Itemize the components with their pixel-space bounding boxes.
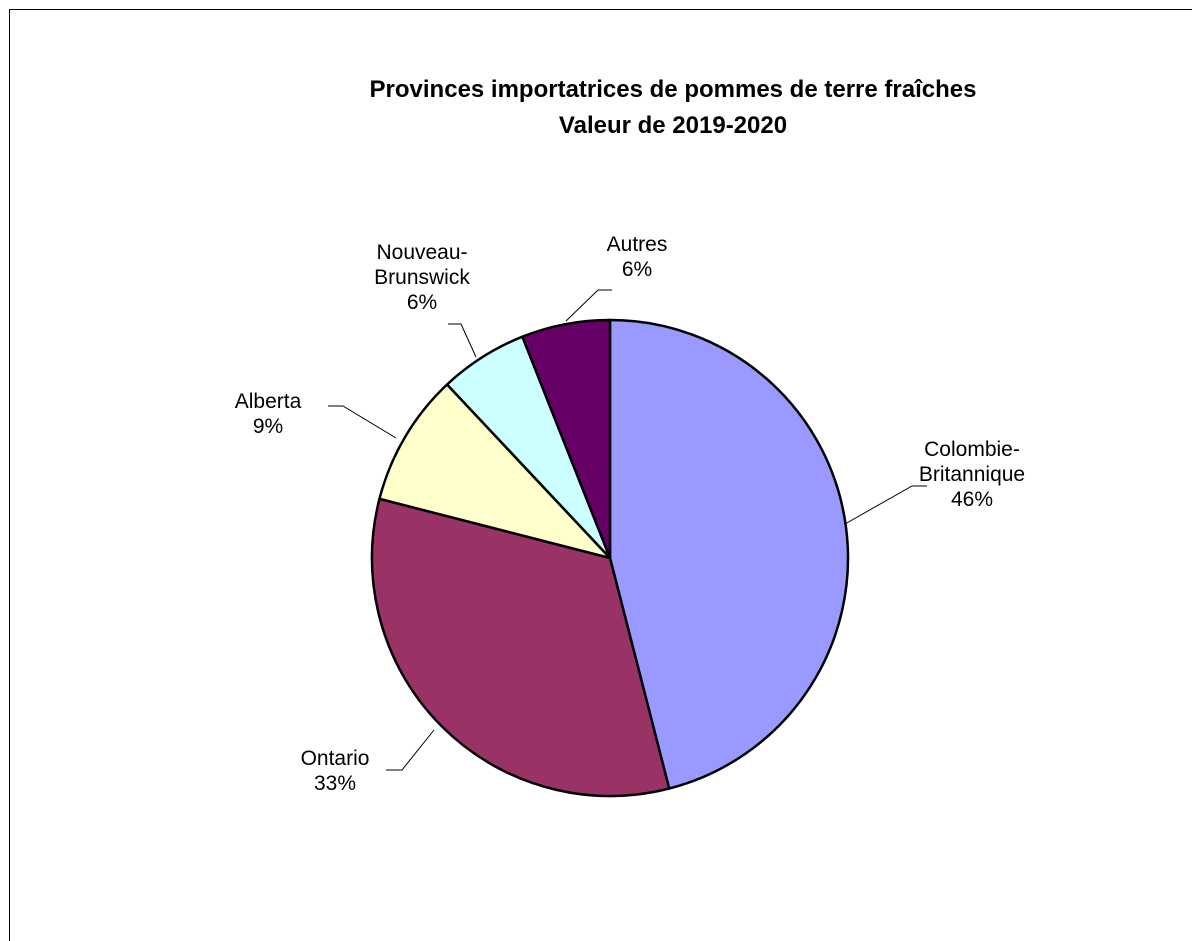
pie-slice-2 bbox=[378, 383, 612, 560]
slice-name-label: Autres bbox=[607, 233, 668, 256]
slice-name-label: Britannique bbox=[919, 463, 1025, 486]
slice-value-label: 6% bbox=[407, 291, 437, 314]
slice-value-label: 46% bbox=[951, 488, 993, 511]
slice-name-label: Brunswick bbox=[374, 266, 470, 289]
leader-line-1 bbox=[386, 729, 435, 771]
slice-value-label: 33% bbox=[314, 772, 356, 795]
slice-name-label: Nouveau- bbox=[376, 241, 467, 264]
slice-name-label: Ontario bbox=[301, 747, 370, 770]
leader-line-2 bbox=[328, 405, 397, 439]
leader-lines bbox=[328, 289, 927, 771]
chart-title: Provinces importatrices de pommes de ter… bbox=[370, 76, 977, 103]
chart-subtitle: Valeur de 2019-2020 bbox=[559, 112, 787, 139]
leader-line-4 bbox=[565, 289, 612, 322]
slice-value-label: 9% bbox=[253, 415, 283, 438]
slice-name-label: Colombie- bbox=[924, 438, 1020, 461]
leader-line-0 bbox=[844, 485, 927, 525]
slice-value-label: 6% bbox=[622, 258, 652, 281]
leader-line-3 bbox=[448, 323, 477, 358]
pie-slice-0 bbox=[608, 318, 850, 790]
pie-slice-1 bbox=[370, 497, 671, 798]
pie-slices bbox=[370, 318, 850, 798]
pie-slice-4 bbox=[521, 318, 612, 560]
slice-name-label: Alberta bbox=[235, 390, 302, 413]
